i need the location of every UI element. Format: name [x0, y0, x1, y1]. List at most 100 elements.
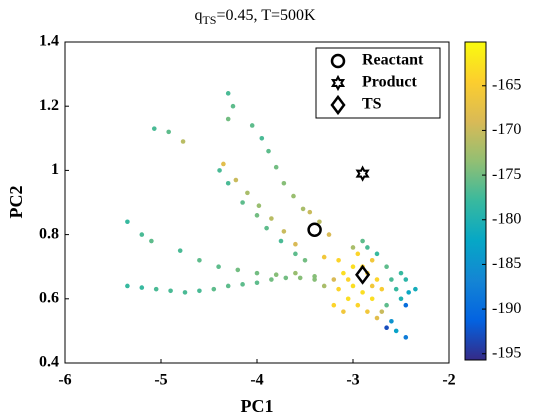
point — [230, 103, 236, 109]
point — [384, 325, 389, 330]
point — [374, 251, 380, 257]
y-tick-label: 1 — [51, 161, 59, 178]
point — [264, 225, 269, 231]
point — [254, 270, 260, 276]
point — [217, 168, 222, 173]
point — [153, 286, 159, 292]
point — [245, 190, 250, 196]
point — [393, 286, 399, 292]
point — [225, 180, 231, 186]
point — [240, 200, 245, 205]
x-tick-label: -2 — [442, 372, 455, 389]
point — [168, 288, 173, 294]
point — [384, 302, 389, 308]
point — [369, 296, 375, 302]
point — [254, 280, 260, 286]
point — [283, 275, 289, 281]
point — [331, 277, 337, 282]
point — [151, 126, 157, 131]
legend-box — [315, 47, 441, 119]
point — [345, 296, 351, 302]
point — [197, 257, 202, 263]
title-main: q — [194, 7, 202, 24]
point — [269, 277, 274, 282]
point — [273, 272, 279, 278]
point — [341, 270, 346, 276]
point — [269, 216, 274, 221]
point — [139, 285, 145, 290]
point — [379, 309, 385, 314]
point — [365, 309, 370, 314]
point — [379, 286, 385, 292]
point — [336, 257, 341, 263]
colorbar-tick-label: -165 — [492, 76, 521, 93]
marker-hexagram — [355, 165, 370, 182]
point — [254, 213, 260, 218]
point — [312, 277, 317, 282]
point — [256, 203, 262, 209]
point — [259, 136, 265, 141]
point — [291, 193, 296, 199]
point — [225, 116, 231, 122]
point — [235, 267, 241, 273]
point — [374, 315, 380, 321]
colorbar-tick-label: -190 — [492, 300, 521, 317]
point — [389, 318, 394, 324]
point — [182, 290, 188, 295]
point — [302, 257, 308, 263]
point — [225, 91, 231, 96]
point — [360, 238, 365, 244]
title-sub: TS — [202, 13, 216, 27]
point — [211, 286, 217, 292]
point — [149, 238, 154, 244]
x-tick-label: -3 — [346, 372, 359, 389]
point — [297, 275, 303, 281]
y-tick-label: 1.4 — [39, 33, 59, 50]
point — [125, 283, 130, 289]
point — [307, 209, 313, 215]
point — [389, 277, 394, 282]
point — [331, 302, 337, 308]
x-axis-label: PC1 — [241, 396, 274, 416]
point — [300, 206, 306, 212]
point — [403, 277, 409, 282]
y-tick-label: 0.4 — [39, 354, 59, 371]
colorbar-tick-label: -175 — [492, 166, 521, 183]
point — [360, 290, 365, 295]
point — [369, 283, 375, 289]
point — [374, 277, 380, 282]
colorbar-tick-label: -195 — [492, 344, 521, 361]
point — [225, 283, 231, 289]
legend-marker — [330, 94, 346, 116]
point — [398, 270, 404, 276]
point — [336, 286, 341, 292]
point — [177, 248, 183, 253]
point — [369, 257, 375, 263]
y-tick-label: 0.8 — [39, 225, 59, 242]
point — [321, 254, 327, 260]
point — [355, 251, 361, 257]
point — [384, 264, 389, 270]
point — [233, 177, 239, 183]
y-axis-label: PC2 — [6, 186, 26, 219]
point — [341, 309, 346, 314]
legend-label: TS — [362, 96, 382, 113]
point — [293, 270, 298, 276]
point — [249, 123, 255, 128]
point — [406, 290, 411, 295]
point — [240, 282, 245, 287]
y-tick-label: 0.6 — [39, 289, 59, 306]
point — [365, 245, 370, 250]
point — [166, 129, 171, 135]
point — [403, 302, 409, 308]
point — [403, 335, 409, 340]
x-tick-label: -6 — [58, 372, 71, 389]
point — [278, 238, 284, 244]
point — [317, 219, 322, 225]
point — [139, 232, 145, 237]
point — [266, 148, 271, 154]
point — [125, 219, 130, 225]
point — [355, 302, 361, 308]
colorbar-tick-label: -180 — [492, 210, 521, 227]
point — [312, 274, 317, 279]
